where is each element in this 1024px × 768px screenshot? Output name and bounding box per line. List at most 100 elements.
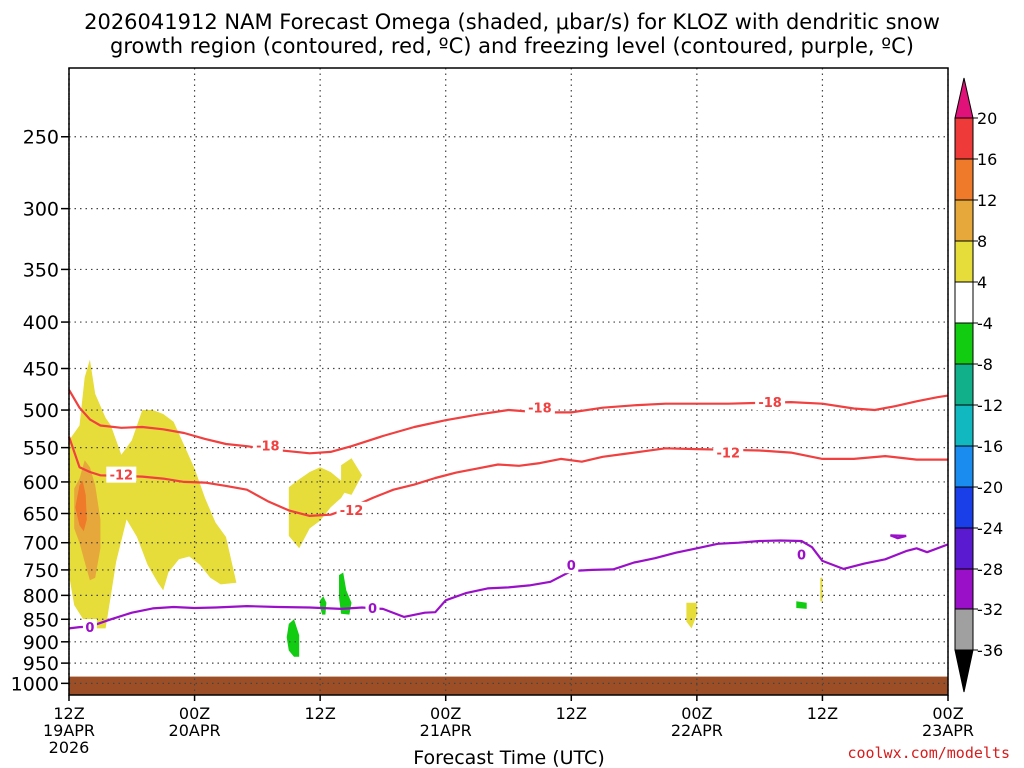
omega-shade-region (288, 467, 347, 549)
y-tick-label: 800 (23, 585, 59, 607)
colorbar-label: -36 (977, 641, 1003, 660)
contour-label-bg (336, 501, 367, 518)
y-tick-label: 500 (23, 400, 59, 422)
y-tick-label: 1000 (11, 673, 59, 695)
grid-lines (68, 68, 949, 695)
contour-label-bg (713, 444, 744, 461)
contour-label: 0 (797, 548, 806, 563)
chart-title-line2: growth region (contoured, red, ºC) and f… (110, 34, 914, 58)
colorbar-label: -28 (977, 560, 1003, 579)
x-tick-label: 00Z (681, 704, 712, 723)
y-tick-label: 650 (23, 503, 59, 525)
colorbar-label: -8 (977, 355, 993, 374)
ground-fill (69, 676, 948, 695)
colorbar-legend: 20 16 12 8 4 -4 -8 -12 -16 -20 -24 -28 -32 -36 (954, 77, 1003, 693)
y-tick-label: 300 (23, 199, 59, 221)
contour-label: -12 (110, 469, 134, 484)
contour-line (67, 436, 948, 517)
colorbar-label: 20 (977, 109, 997, 128)
colorbar-swatch (954, 117, 974, 160)
contour-labels: -18 -18 -18 -12 -12 -12 0 0 0 0 (82, 394, 809, 636)
colorbar-label: -12 (977, 396, 1003, 415)
colorbar-swatch (954, 199, 974, 242)
contour-label: -18 (256, 439, 280, 454)
watermark: coolwx.com/modelts (847, 744, 1010, 762)
omega-shade-region (341, 458, 362, 495)
x-tick-label: 00Z (430, 704, 461, 723)
y-tick-label: 700 (23, 533, 59, 555)
y-tick-label: 850 (23, 609, 59, 631)
colorbar-swatch (954, 568, 974, 610)
y-axis: 2503003504004505005506006507007508008509… (11, 127, 69, 695)
colorbar-label: -4 (977, 314, 993, 333)
x-tick-date: 23APR (922, 721, 974, 740)
colorbar-swatch (954, 158, 974, 201)
ground-layer (69, 676, 948, 695)
colorbar-label: 16 (977, 150, 997, 169)
contour-label-bg (564, 557, 579, 574)
x-axis-label: Forecast Time (UTC) (413, 747, 604, 768)
contour-line (68, 539, 949, 630)
contour-label-bg (82, 619, 97, 636)
colorbar-swatch (954, 404, 974, 447)
colorbar-swatch (954, 445, 974, 488)
contour-label: -12 (717, 447, 741, 462)
colorbar-label: 12 (977, 191, 997, 210)
colorbar-swatch (954, 608, 974, 651)
x-tick-date: 21APR (420, 721, 472, 740)
omega-shade-region (339, 572, 352, 615)
omega-shade-region (320, 596, 327, 615)
colorbar-label: -24 (977, 519, 1003, 538)
plot-background (69, 68, 948, 695)
y-tick-label: 400 (23, 312, 59, 334)
colorbar-swatch (954, 527, 974, 570)
x-tick-year: 2026 (49, 738, 90, 757)
y-tick-label: 600 (23, 472, 59, 494)
colorbar-top-arrow (954, 77, 974, 119)
x-tick-label: 00Z (179, 704, 210, 723)
y-tick-label: 750 (23, 560, 59, 582)
contour-label-bg (252, 437, 283, 454)
plot-frame (68, 67, 949, 696)
colorbar-swatch (954, 363, 974, 406)
chart-title-line1: 2026041912 NAM Forecast Omega (shaded, μ… (84, 10, 940, 34)
x-tick-label: 12Z (53, 704, 84, 723)
y-tick-label: 450 (23, 359, 59, 381)
colorbar-label: -20 (977, 478, 1003, 497)
contour-label-bg (365, 599, 380, 616)
x-tick-date: 20APR (169, 721, 221, 740)
colorbar-swatch (954, 486, 974, 529)
contour-label: 0 (368, 602, 377, 617)
x-tick-date: 19APR (43, 721, 95, 740)
contour-label-bg (106, 466, 137, 483)
y-tick-label: 900 (23, 632, 59, 654)
colorbar-label: -32 (977, 600, 1003, 619)
plot-area (69, 68, 948, 695)
temperature-contours (67, 389, 949, 630)
y-tick-label: 250 (23, 127, 59, 149)
colorbar-bottom-arrow (954, 649, 974, 693)
y-tick-label: 950 (23, 653, 59, 675)
contour-label-bg (794, 546, 809, 563)
colorbar-swatch (954, 281, 974, 324)
contour-label: 0 (85, 621, 94, 636)
omega-shade-region (820, 577, 823, 602)
x-tick-label: 12Z (807, 704, 838, 723)
x-tick-label: 00Z (932, 704, 963, 723)
contour-label: 0 (567, 559, 576, 574)
contour-label-bg (524, 399, 555, 416)
contour-label: -18 (758, 396, 782, 411)
contour-line (68, 389, 949, 455)
contour-label: -18 (528, 402, 552, 417)
x-tick-date: 22APR (671, 721, 723, 740)
omega-shade-region (686, 602, 697, 629)
y-tick-label: 350 (23, 259, 59, 281)
x-tick-label: 12Z (556, 704, 587, 723)
y-tick-label: 550 (23, 438, 59, 460)
colorbar-label: -16 (977, 437, 1003, 456)
contour-label-bg (755, 394, 786, 411)
omega-shade-region (286, 619, 300, 657)
colorbar-swatch (954, 240, 974, 283)
colorbar-label: 4 (977, 273, 987, 292)
